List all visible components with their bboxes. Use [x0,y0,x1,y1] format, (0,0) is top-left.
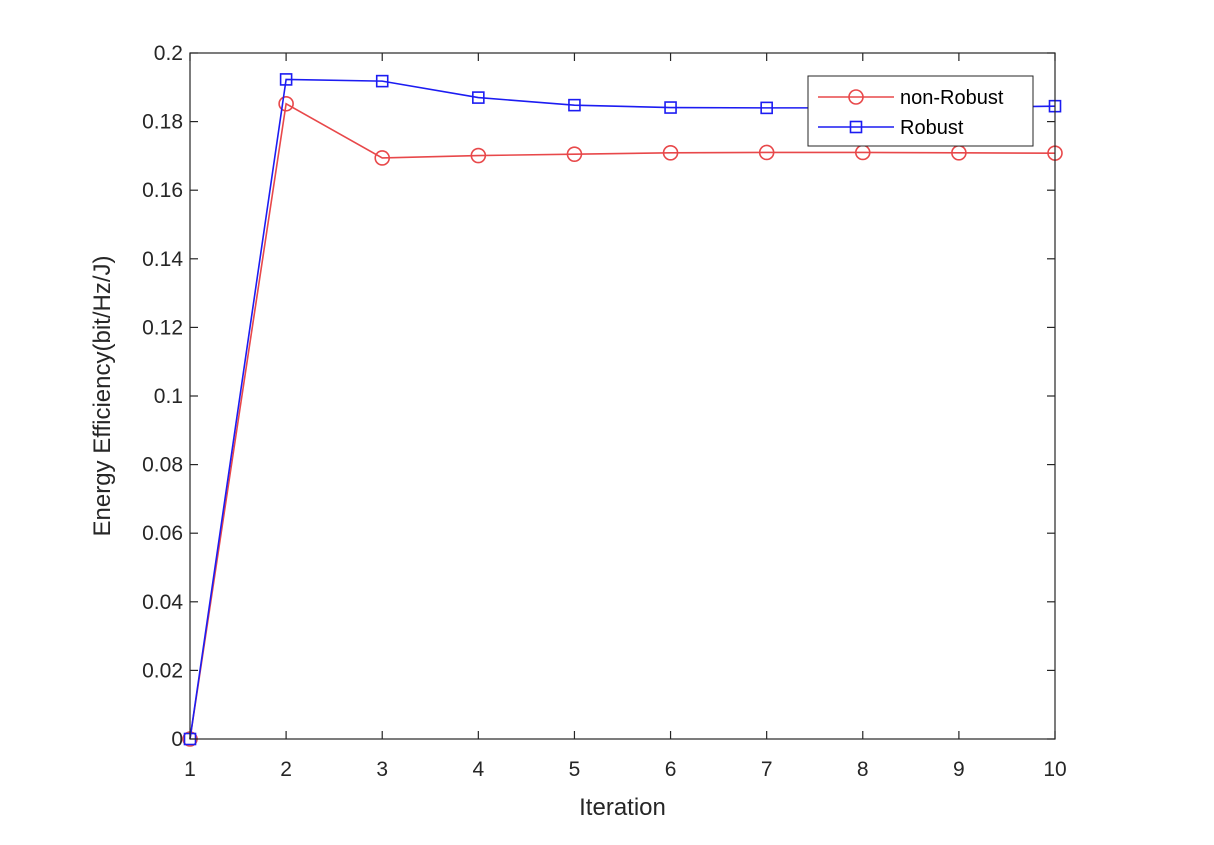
legend-marker [848,89,864,105]
y-tick-label: 0.1 [154,385,183,408]
data-point [470,147,487,164]
y-axis-label: Energy Efficiency(bit/Hz/J) [89,256,116,537]
legend-box [807,75,1034,147]
x-axis-label: Iteration [579,794,666,821]
y-tick-label: 0.16 [142,179,183,202]
x-tick-label: 4 [472,758,484,781]
y-tick-label: 0.08 [142,454,183,477]
data-point [662,145,679,161]
legend-label: Robust [900,117,964,139]
data-point [664,101,677,114]
y-tick-label: 0.12 [142,316,183,339]
y-tick-label: 0.14 [142,248,183,271]
y-tick-label: 0 [171,728,183,751]
axes-layer: 1 2 3 4 5 6 7 8 9 10 0 0.02 0.04 0.06 0.08 0.1 0.12 0.14 0… [142,42,1067,781]
data-point [278,95,294,112]
y-tick-label: 0.04 [142,591,183,614]
x-tick-label: 7 [761,758,773,781]
data-point [758,144,775,161]
legend-marker [849,120,863,134]
x-tick-label: 9 [953,758,965,781]
y-tick-label: 0.2 [154,42,183,65]
legend-entry: non-Robust [818,87,1004,109]
x-tick-label: 5 [569,758,581,781]
x-tick-label: 2 [280,758,292,781]
series-line [189,102,1056,740]
x-tick-label: 8 [857,758,869,781]
legend-entry: Robust [818,117,964,139]
legend: non-Robust Robust [807,75,1034,147]
y-tick-label: 0.06 [142,522,183,545]
data-point [472,91,485,104]
data-point [374,150,391,166]
data-point [568,98,581,112]
y-tick-label: 0.02 [142,659,183,682]
data-point [279,73,293,86]
legend-label: non-Robust [900,87,1004,109]
y-tick-label: 0.18 [142,111,183,134]
x-tick-label: 3 [376,758,388,781]
x-tick-label: 6 [665,758,677,781]
x-tick-label: 10 [1043,758,1066,781]
plot-area [190,53,1055,739]
data-point [566,146,583,162]
data-point [760,101,773,115]
data-point [375,74,389,88]
x-tick-label: 1 [184,758,196,781]
